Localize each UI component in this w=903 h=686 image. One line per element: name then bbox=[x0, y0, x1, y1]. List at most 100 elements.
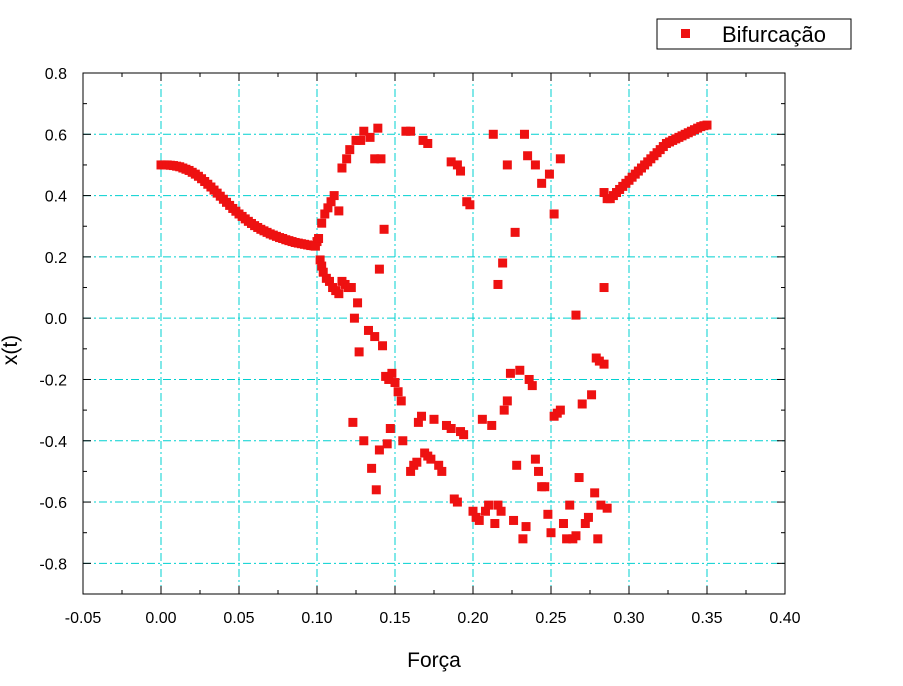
data-point bbox=[571, 310, 581, 320]
data-point bbox=[417, 411, 427, 421]
data-point bbox=[546, 528, 556, 538]
data-point bbox=[512, 460, 522, 470]
x-tick-label: 0.05 bbox=[223, 610, 254, 627]
data-point bbox=[382, 439, 392, 449]
y-tick-label: -0.8 bbox=[39, 556, 67, 573]
data-point bbox=[371, 485, 381, 495]
data-point bbox=[329, 191, 339, 201]
data-point bbox=[465, 200, 475, 210]
data-point bbox=[324, 276, 334, 286]
data-point bbox=[530, 454, 540, 464]
data-point bbox=[385, 424, 395, 434]
data-point bbox=[487, 420, 497, 430]
data-point bbox=[558, 519, 568, 529]
data-point bbox=[396, 396, 406, 406]
x-tick-label: -0.05 bbox=[65, 610, 102, 627]
legend-label: Bifurcação bbox=[722, 22, 826, 47]
data-point bbox=[537, 178, 547, 188]
data-point bbox=[590, 488, 600, 498]
data-point bbox=[370, 154, 380, 164]
data-point bbox=[384, 374, 394, 384]
data-point bbox=[314, 233, 324, 243]
data-point bbox=[345, 145, 355, 155]
axis-ticks bbox=[82, 72, 786, 595]
data-point bbox=[318, 267, 328, 277]
data-point bbox=[523, 151, 533, 161]
data-point bbox=[534, 466, 544, 476]
data-point bbox=[543, 509, 553, 519]
data-point bbox=[459, 430, 469, 440]
data-point bbox=[418, 135, 428, 145]
data-point bbox=[317, 218, 327, 228]
data-point bbox=[379, 224, 389, 234]
data-point bbox=[565, 500, 575, 510]
data-point bbox=[602, 503, 612, 513]
data-point bbox=[351, 135, 361, 145]
data-point bbox=[574, 473, 584, 483]
grid bbox=[83, 73, 785, 594]
y-tick-label: -0.2 bbox=[39, 372, 67, 389]
x-tick-label: 0.35 bbox=[691, 610, 722, 627]
data-point bbox=[429, 414, 439, 424]
x-tick-labels: -0.05 0.00 0.05 0.10 0.15 0.20 0.25 0.30 0.35 0.4… bbox=[65, 610, 801, 627]
data-point bbox=[493, 500, 503, 510]
data-point bbox=[365, 132, 375, 142]
y-tick-label: 0.8 bbox=[45, 66, 67, 83]
data-point bbox=[555, 154, 565, 164]
data-point bbox=[583, 512, 593, 522]
data-point bbox=[510, 227, 520, 237]
data-point bbox=[490, 519, 500, 529]
data-point bbox=[518, 534, 528, 544]
data-point bbox=[544, 169, 554, 179]
data-point bbox=[349, 313, 359, 323]
data-point bbox=[468, 506, 478, 516]
data-point bbox=[434, 460, 444, 470]
data-point bbox=[549, 209, 559, 219]
data-point bbox=[452, 160, 462, 170]
data-point bbox=[356, 135, 366, 145]
scatter-series bbox=[156, 120, 712, 544]
data-point bbox=[354, 347, 364, 357]
y-tick-label: 0.0 bbox=[45, 311, 67, 328]
data-point bbox=[412, 457, 422, 467]
data-point bbox=[413, 417, 423, 427]
data-point bbox=[509, 515, 519, 525]
data-point bbox=[401, 126, 411, 136]
data-point bbox=[348, 417, 358, 427]
x-tick-label: 0.10 bbox=[301, 610, 332, 627]
y-tick-label: -0.6 bbox=[39, 495, 67, 512]
data-point bbox=[398, 436, 408, 446]
data-point bbox=[317, 261, 327, 271]
data-point bbox=[326, 197, 336, 207]
data-point bbox=[374, 445, 384, 455]
x-tick-label: 0.25 bbox=[535, 610, 566, 627]
data-point bbox=[502, 160, 512, 170]
data-point bbox=[480, 506, 490, 516]
data-point bbox=[456, 166, 466, 176]
x-tick-label: 0.40 bbox=[769, 610, 800, 627]
data-point bbox=[599, 359, 609, 369]
data-point bbox=[373, 123, 383, 133]
data-point bbox=[540, 482, 550, 492]
x-axis-title: Força bbox=[407, 649, 461, 672]
y-tick-label: 0.6 bbox=[45, 127, 67, 144]
data-point bbox=[346, 283, 356, 293]
data-point bbox=[378, 341, 388, 351]
data-point bbox=[702, 120, 712, 130]
data-point bbox=[334, 289, 344, 299]
x-tick-label: 0.00 bbox=[145, 610, 176, 627]
data-point bbox=[488, 129, 498, 139]
data-point bbox=[593, 534, 603, 544]
data-point bbox=[599, 188, 609, 198]
y-axis-title: x(t) bbox=[0, 335, 22, 365]
data-point bbox=[474, 515, 484, 525]
legend-box bbox=[656, 18, 852, 50]
data-point bbox=[337, 163, 347, 173]
data-point bbox=[367, 463, 377, 473]
data-point bbox=[555, 405, 565, 415]
data-point bbox=[498, 258, 508, 268]
plot-frame bbox=[82, 72, 786, 595]
y-tick-label: 0.4 bbox=[45, 189, 67, 206]
data-point bbox=[502, 396, 512, 406]
